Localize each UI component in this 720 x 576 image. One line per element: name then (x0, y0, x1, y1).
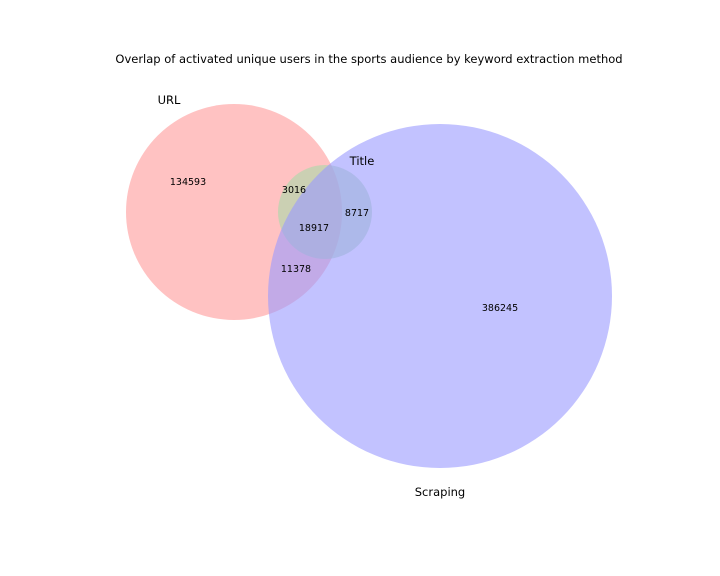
set-label-url: URL (158, 93, 181, 107)
set-label-title: Title (349, 154, 375, 168)
region-labels: 134593 3016 8717 18917 11378 386245 (170, 177, 518, 314)
region-label-title-scraping: 8717 (345, 208, 369, 219)
set-label-scraping: Scraping (415, 485, 465, 499)
region-label-all-three: 18917 (299, 223, 329, 234)
region-label-url-title: 3016 (282, 185, 306, 196)
set-labels: URL Title Scraping (158, 93, 466, 499)
region-label-url-scraping: 11378 (281, 264, 311, 275)
chart-title: Overlap of activated unique users in the… (115, 52, 622, 66)
region-label-url-only: 134593 (170, 177, 206, 188)
region-label-scraping-only: 386245 (482, 303, 518, 314)
set-circle-scraping (268, 124, 612, 468)
set-circles (126, 104, 612, 468)
